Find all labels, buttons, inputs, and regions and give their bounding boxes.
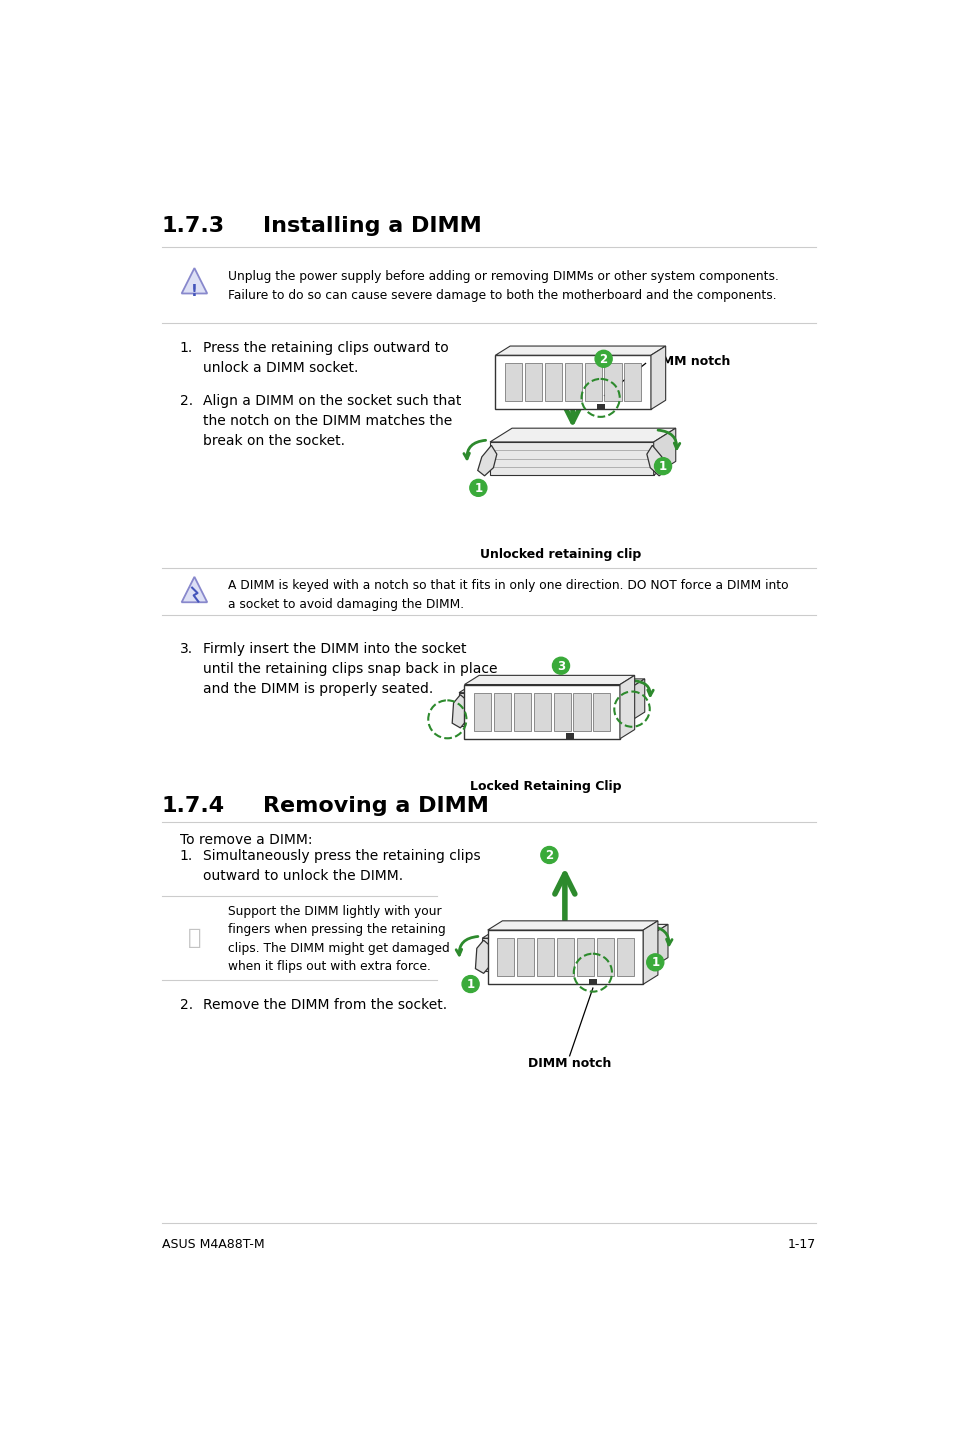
Polygon shape — [181, 577, 207, 603]
Polygon shape — [650, 347, 665, 410]
Text: 1.: 1. — [179, 849, 193, 863]
Text: Press the retaining clips outward to
unlock a DIMM socket.: Press the retaining clips outward to unl… — [203, 341, 448, 375]
FancyBboxPatch shape — [584, 364, 601, 401]
Polygon shape — [495, 347, 665, 355]
FancyBboxPatch shape — [557, 938, 574, 977]
Text: DIMM notch: DIMM notch — [527, 1057, 611, 1070]
FancyBboxPatch shape — [596, 938, 613, 977]
Circle shape — [540, 846, 558, 863]
FancyBboxPatch shape — [565, 733, 573, 739]
FancyBboxPatch shape — [474, 693, 491, 730]
Circle shape — [646, 954, 663, 971]
Polygon shape — [495, 355, 650, 410]
Text: Unplug the power supply before adding or removing DIMMs or other system componen: Unplug the power supply before adding or… — [228, 271, 778, 302]
FancyBboxPatch shape — [623, 364, 640, 401]
Polygon shape — [490, 442, 653, 475]
FancyBboxPatch shape — [604, 364, 621, 401]
FancyBboxPatch shape — [504, 364, 521, 401]
Polygon shape — [482, 925, 667, 938]
Polygon shape — [614, 695, 629, 727]
Text: 1: 1 — [651, 957, 659, 969]
FancyBboxPatch shape — [494, 693, 511, 730]
FancyBboxPatch shape — [514, 693, 531, 730]
FancyBboxPatch shape — [564, 364, 581, 401]
Text: Installing a DIMM: Installing a DIMM — [262, 216, 481, 236]
Text: 🖊: 🖊 — [188, 928, 201, 948]
Polygon shape — [458, 679, 644, 693]
Text: Locked Retaining Clip: Locked Retaining Clip — [469, 780, 620, 793]
Text: Align a DIMM on the socket such that
the notch on the DIMM matches the
break on : Align a DIMM on the socket such that the… — [203, 394, 461, 448]
Text: 1: 1 — [466, 978, 475, 991]
Polygon shape — [464, 684, 619, 739]
Polygon shape — [482, 938, 645, 971]
Polygon shape — [452, 695, 467, 727]
Text: 3: 3 — [557, 660, 564, 673]
FancyBboxPatch shape — [524, 364, 541, 401]
Text: 2: 2 — [598, 352, 607, 365]
Polygon shape — [638, 941, 652, 974]
Text: To remove a DIMM:: To remove a DIMM: — [179, 832, 312, 846]
Circle shape — [654, 458, 671, 474]
FancyBboxPatch shape — [497, 938, 514, 977]
Polygon shape — [490, 428, 675, 442]
Text: Remove the DIMM from the socket.: Remove the DIMM from the socket. — [203, 998, 447, 1012]
Text: DIMM notch: DIMM notch — [646, 355, 730, 368]
Polygon shape — [622, 679, 644, 726]
FancyBboxPatch shape — [596, 404, 604, 410]
FancyBboxPatch shape — [533, 693, 550, 730]
Text: Support the DIMM lightly with your
fingers when pressing the retaining
clips. Th: Support the DIMM lightly with your finge… — [228, 905, 449, 974]
Polygon shape — [619, 676, 634, 739]
Text: Removing a DIMM: Removing a DIMM — [262, 796, 488, 816]
Polygon shape — [487, 929, 642, 984]
Text: 1.: 1. — [179, 341, 193, 355]
Text: A DIMM is keyed with a notch so that it fits in only one direction. DO NOT force: A DIMM is keyed with a notch so that it … — [228, 579, 787, 610]
Polygon shape — [181, 268, 207, 294]
Text: 2.: 2. — [179, 394, 193, 408]
Text: 2: 2 — [545, 849, 553, 862]
FancyBboxPatch shape — [553, 693, 570, 730]
FancyBboxPatch shape — [544, 364, 561, 401]
Text: 1: 1 — [659, 460, 666, 473]
FancyBboxPatch shape — [588, 979, 597, 984]
Text: 2.: 2. — [179, 998, 193, 1012]
Polygon shape — [458, 693, 622, 726]
Polygon shape — [477, 445, 497, 475]
FancyBboxPatch shape — [517, 938, 534, 977]
Circle shape — [595, 351, 612, 367]
Text: 1: 1 — [474, 481, 482, 494]
Text: 1.7.4: 1.7.4 — [162, 796, 225, 816]
Text: ASUS M4A88T-M: ASUS M4A88T-M — [162, 1239, 264, 1252]
Polygon shape — [487, 921, 658, 929]
Circle shape — [552, 657, 569, 674]
Circle shape — [461, 975, 478, 992]
Polygon shape — [653, 428, 675, 475]
Polygon shape — [646, 445, 665, 475]
FancyBboxPatch shape — [537, 938, 554, 977]
Circle shape — [469, 480, 486, 497]
Text: Simultaneously press the retaining clips
outward to unlock the DIMM.: Simultaneously press the retaining clips… — [203, 849, 480, 884]
Text: Firmly insert the DIMM into the socket
until the retaining clips snap back in pl: Firmly insert the DIMM into the socket u… — [203, 642, 497, 696]
FancyBboxPatch shape — [577, 938, 594, 977]
Text: !: ! — [191, 284, 197, 299]
Polygon shape — [475, 941, 490, 974]
Polygon shape — [464, 676, 634, 684]
FancyBboxPatch shape — [573, 693, 590, 730]
Text: 1-17: 1-17 — [787, 1239, 815, 1252]
Polygon shape — [642, 921, 658, 984]
FancyBboxPatch shape — [593, 693, 610, 730]
Text: 3.: 3. — [179, 642, 193, 656]
FancyBboxPatch shape — [616, 938, 633, 977]
Polygon shape — [645, 925, 667, 971]
Text: 1.7.3: 1.7.3 — [162, 216, 225, 236]
Text: Unlocked retaining clip: Unlocked retaining clip — [480, 547, 641, 560]
